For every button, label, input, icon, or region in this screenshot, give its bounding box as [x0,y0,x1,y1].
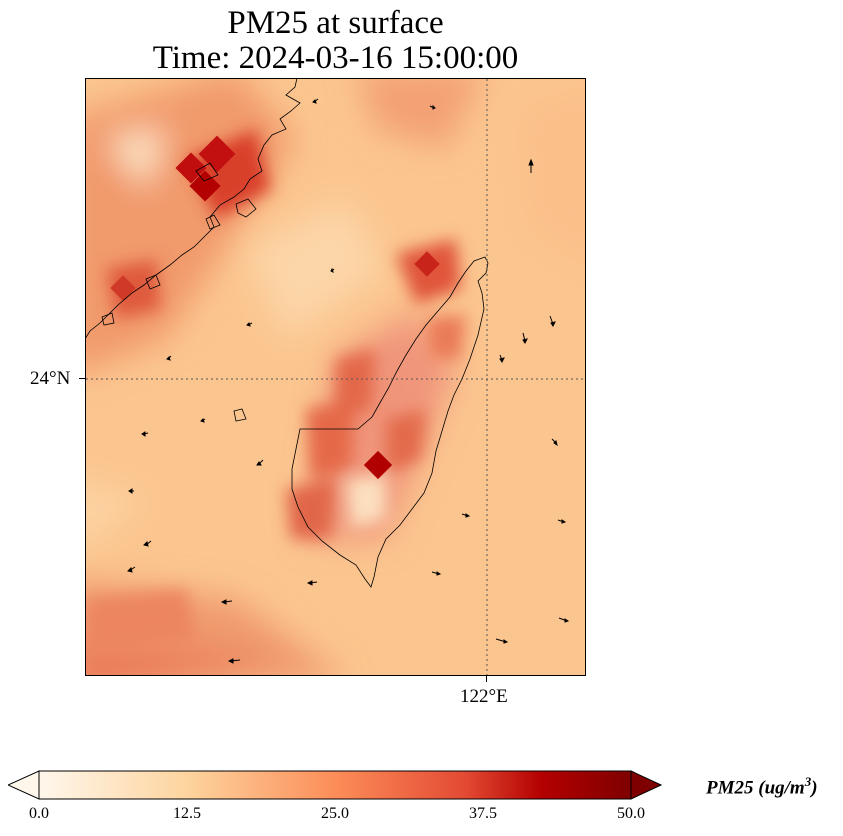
taiwan-coastline [291,256,489,588]
colorbar-tick-label: 0.0 [29,805,49,822]
wind-vector [461,513,471,518]
pm25-field [86,79,585,675]
wind-vector [306,580,318,586]
wind-vector [557,519,567,524]
lat-axis-tick [79,378,85,379]
wind-vectors [127,98,570,664]
wind-vector [431,571,442,576]
wind-vector [220,599,233,605]
wind-vector [495,638,509,644]
longitude-tick-label: 122°E [460,686,508,707]
lon-axis-tick [486,676,487,682]
wind-vector [227,658,241,664]
wind-vector [429,104,436,110]
colorbar-extend-min [8,770,40,800]
wind-vector [330,267,335,273]
wind-vector [256,459,264,466]
colorbar-gradient [38,770,632,800]
china-coastline [86,79,301,339]
map-svg [86,79,585,675]
wind-vector [246,322,253,327]
colorbar-label: PM25 (ug/m3) [706,774,818,799]
wind-vector [200,418,206,423]
wind-vector [141,431,149,437]
latitude-tick-label: 24°N [30,368,71,389]
wind-vector [549,315,556,327]
wind-vector [558,617,570,623]
colorbar [8,770,662,800]
colorbar-extend-max [630,770,662,800]
wind-vector [143,540,152,547]
wind-vector [166,355,172,361]
wind-vector [127,566,136,573]
wind-vector [551,438,558,447]
wind-vector [522,332,528,344]
wind-vector [312,98,319,104]
colorbar-tick-label: 50.0 [617,805,645,822]
wind-vector [128,488,134,494]
colorbar-tick-label: 25.0 [321,805,349,822]
chart-title-time: Time: 2024-03-16 15:00:00 [152,40,519,76]
wind-vector [528,158,534,173]
gridlines [86,79,585,675]
chart-title-line1: PM25 at surface [227,5,444,41]
colorbar-tick-label: 12.5 [173,805,201,822]
map-plot-area [85,78,586,676]
wind-vector [499,354,505,363]
coastlines [86,79,489,588]
colorbar-tick-label: 37.5 [469,805,497,822]
